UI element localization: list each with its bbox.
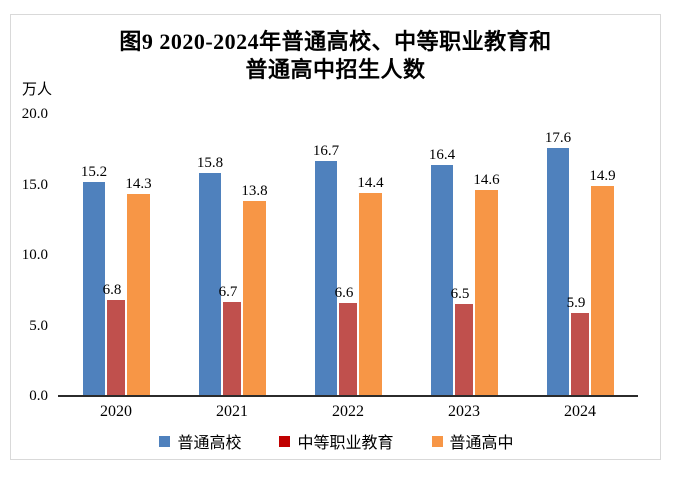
data-label: 15.8 xyxy=(196,155,224,172)
data-label: 16.7 xyxy=(312,142,340,159)
bar-2022-series0 xyxy=(315,160,337,396)
bar-2023-series2 xyxy=(475,190,498,396)
y-tick-label: 20.0 xyxy=(21,106,48,122)
data-label: 6.6 xyxy=(334,284,354,301)
data-label: 5.9 xyxy=(566,294,586,311)
x-tick-label-2021: 2021 xyxy=(216,403,248,420)
bar-2021-series1 xyxy=(223,301,241,396)
data-label: 14.9 xyxy=(589,167,616,184)
x-tick-label-2020: 2020 xyxy=(100,403,132,420)
bar-2021-series0 xyxy=(199,173,221,396)
chart-title-line2: 普通高中招生人数 xyxy=(245,57,426,82)
legend-marker-square-icon xyxy=(279,435,291,447)
bar-2021-series2 xyxy=(243,201,266,396)
bar-2020-series1 xyxy=(107,300,125,396)
data-label: 15.2 xyxy=(80,163,108,180)
data-label: 14.3 xyxy=(125,176,152,193)
data-label: 14.6 xyxy=(473,172,500,189)
x-tick-label-2024: 2024 xyxy=(564,403,596,420)
data-label: 6.8 xyxy=(102,282,122,299)
bar-2024-series0 xyxy=(547,147,569,396)
bar-2023-series0 xyxy=(431,164,453,396)
legend-item-putong-gaozhong: 普通高中 xyxy=(431,429,514,453)
x-tick-label-2023: 2023 xyxy=(448,403,480,420)
bar-2022-series1 xyxy=(339,302,357,396)
y-tick-label: 10.0 xyxy=(21,247,48,263)
y-tick-label: 5.0 xyxy=(29,317,48,334)
legend-marker-square-icon xyxy=(159,435,171,447)
bar-2022-series2 xyxy=(359,192,382,396)
data-label: 17.6 xyxy=(544,129,572,146)
x-tick-label-2022: 2022 xyxy=(332,403,364,420)
data-label: 13.8 xyxy=(241,183,268,200)
y-axis-unit-label: 万人 xyxy=(22,82,53,98)
chart-title-line1: 图9 2020-2024年普通高校、中等职业教育和 xyxy=(119,29,552,54)
legend-label: 普通高校 xyxy=(177,435,242,452)
data-label: 6.5 xyxy=(450,286,470,303)
bar-2024-series2 xyxy=(591,185,614,396)
bar-2023-series1 xyxy=(455,304,473,396)
legend-marker-square-icon xyxy=(431,435,443,447)
y-tick-label: 15.0 xyxy=(21,176,48,193)
data-label: 16.4 xyxy=(428,146,456,163)
legend-item-zhongdeng-zhiye-jiaoyu: 中等职业教育 xyxy=(279,429,394,453)
bar-2024-series1 xyxy=(571,312,589,396)
legend: 普通高校 中等职业教育 普通高中 xyxy=(0,429,673,453)
bar-2020-series0 xyxy=(83,181,105,396)
legend-label: 普通高中 xyxy=(449,435,514,452)
y-tick-label: 0.0 xyxy=(29,388,48,404)
x-axis-line xyxy=(58,395,638,397)
bar-2020-series2 xyxy=(127,194,150,396)
data-label: 6.7 xyxy=(218,283,238,300)
data-label: 14.4 xyxy=(357,174,384,191)
legend-item-putong-gaoxiao: 普通高校 xyxy=(159,429,241,453)
legend-label: 中等职业教育 xyxy=(297,435,394,452)
